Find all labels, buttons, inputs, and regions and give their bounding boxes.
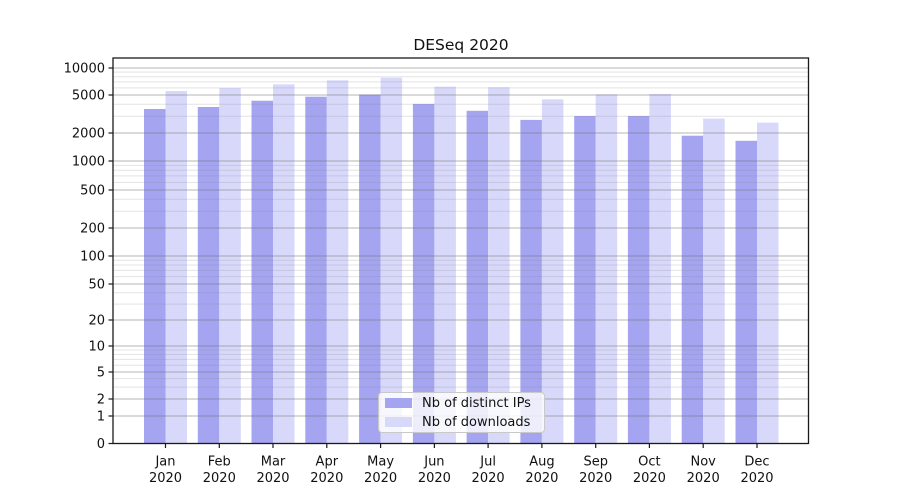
y-tick-label: 20 — [88, 314, 105, 329]
bar — [520, 119, 542, 444]
legend-swatch-distinct-ips — [385, 398, 412, 408]
x-tick-label-month: Oct — [638, 455, 660, 470]
legend-swatch-downloads — [385, 417, 412, 427]
bar — [359, 94, 381, 444]
x-tick-label-year: 2020 — [310, 471, 343, 486]
bar — [488, 87, 510, 444]
y-tick-label: 5 — [97, 366, 105, 381]
x-tick-label-year: 2020 — [418, 471, 451, 486]
x-tick-label-year: 2020 — [149, 471, 182, 486]
x-tick-label-year: 2020 — [740, 471, 773, 486]
x-tick-label-month: Nov — [691, 455, 717, 470]
bar — [305, 96, 327, 444]
bar — [326, 80, 349, 444]
x-tick-label-month: Apr — [316, 455, 339, 470]
bar — [757, 122, 779, 444]
bar — [219, 88, 241, 444]
bar — [412, 103, 435, 444]
legend-label-downloads: Nb of downloads — [422, 414, 531, 430]
x-tick-label-month: Sep — [583, 455, 608, 470]
x-tick-label-month: May — [367, 455, 394, 470]
bar — [380, 77, 403, 444]
legend-row-downloads: Nb of downloads — [385, 415, 538, 430]
x-tick-label-month: Jan — [154, 455, 175, 470]
bar — [165, 91, 187, 444]
x-tick-label-year: 2020 — [525, 471, 558, 486]
y-tick-label: 2000 — [72, 127, 105, 142]
legend-label-distinct-ips: Nb of distinct IPs — [422, 395, 531, 411]
x-tick-label-year: 2020 — [579, 471, 612, 486]
x-tick-label-year: 2020 — [203, 471, 236, 486]
bar — [703, 118, 725, 444]
bar — [627, 116, 650, 444]
x-tick-label-year: 2020 — [472, 471, 505, 486]
x-tick-label-month: Feb — [208, 455, 231, 470]
bar — [197, 107, 220, 444]
bar — [595, 94, 618, 444]
bar — [649, 94, 671, 444]
legend: Nb of distinct IPs Nb of downloads — [378, 392, 545, 433]
x-tick-label-month: Dec — [744, 455, 769, 470]
x-tick-label-month: Aug — [529, 455, 554, 470]
bar — [541, 99, 564, 444]
y-tick-label: 2 — [97, 393, 105, 408]
y-tick-label: 50 — [88, 278, 105, 293]
y-tick-label: 500 — [80, 184, 105, 199]
y-tick-label: 0 — [97, 437, 105, 452]
x-tick-label-year: 2020 — [256, 471, 289, 486]
bar — [466, 110, 489, 444]
x-tick-label-month: Mar — [261, 455, 286, 470]
y-tick-label: 200 — [80, 222, 105, 237]
y-tick-label: 1 — [97, 410, 105, 425]
x-tick-label-year: 2020 — [633, 471, 666, 486]
bar — [574, 116, 596, 444]
x-tick-label-year: 2020 — [364, 471, 397, 486]
y-tick-label: 1000 — [72, 155, 105, 170]
bar — [681, 135, 704, 444]
bar — [434, 86, 456, 444]
x-tick-label-month: Jun — [423, 455, 444, 470]
y-tick-label: 10000 — [64, 62, 105, 77]
legend-row-distinct-ips: Nb of distinct IPs — [385, 396, 538, 411]
bar — [273, 84, 295, 444]
x-tick-label-year: 2020 — [687, 471, 720, 486]
y-tick-label: 100 — [80, 250, 105, 265]
bar — [144, 109, 166, 444]
y-tick-label: 5000 — [72, 89, 105, 104]
x-tick-label-month: Jul — [479, 455, 496, 470]
bar — [735, 140, 757, 444]
y-tick-label: 10 — [88, 340, 105, 355]
plot-frame — [112, 57, 810, 445]
bar — [251, 100, 273, 444]
chart-title: DESeq 2020 — [413, 36, 509, 54]
